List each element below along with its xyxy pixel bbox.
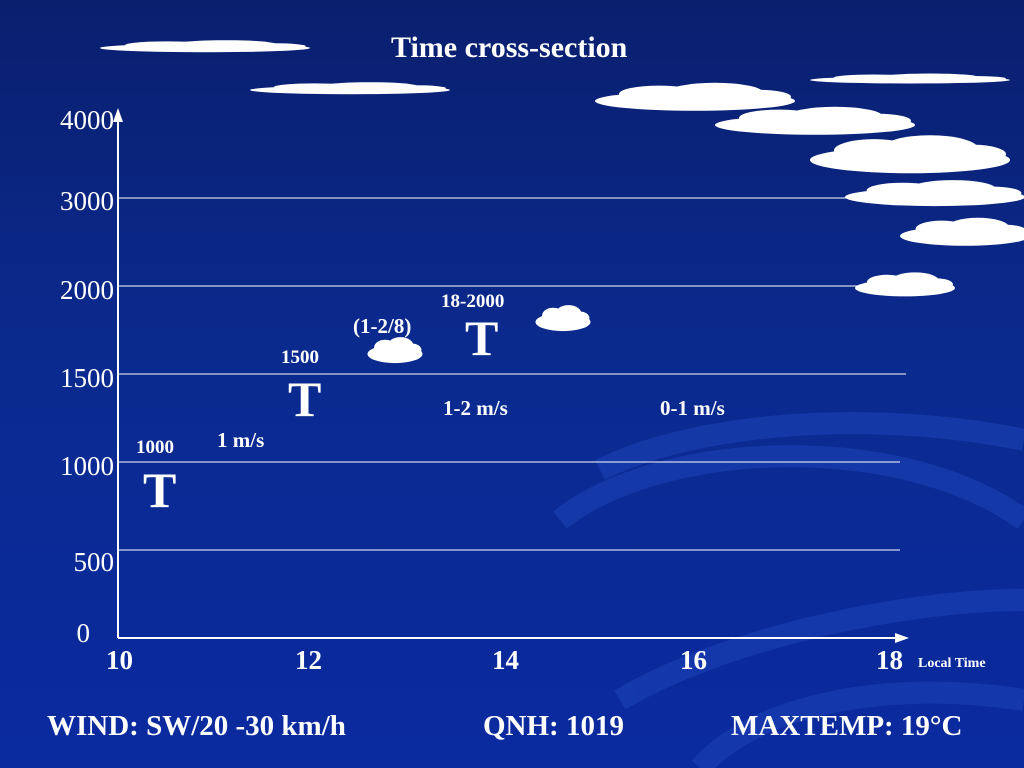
max-temp-value: MAXTEMP: 19°C bbox=[731, 710, 963, 742]
thermal-symbol: T bbox=[465, 310, 499, 366]
x-axis-label: Local Time bbox=[918, 656, 986, 671]
y-tick-label: 500 bbox=[73, 547, 115, 577]
gridlines bbox=[118, 197, 1024, 551]
thermal-label: 1000 bbox=[136, 437, 174, 458]
y-tick-label: 1500 bbox=[60, 363, 114, 393]
wind-label: 0-1 m/s bbox=[660, 396, 725, 420]
wind-summary: WIND: SW/20 -30 km/h bbox=[47, 710, 346, 742]
background-swirl bbox=[553, 412, 1024, 768]
thermal-label: 1500 bbox=[281, 347, 319, 368]
axes bbox=[113, 108, 909, 643]
x-tick-label: 10 bbox=[106, 645, 133, 675]
y-tick-label: 0 bbox=[76, 618, 91, 648]
cloud-icon bbox=[100, 40, 1024, 364]
thermal-label: 18-2000 bbox=[441, 291, 505, 312]
thermal-symbol: T bbox=[288, 371, 322, 427]
x-tick-label: 12 bbox=[295, 645, 322, 675]
wind-label: 1-2 m/s bbox=[443, 396, 508, 420]
y-tick-label: 4000 bbox=[60, 105, 114, 135]
y-tick-label: 2000 bbox=[60, 275, 114, 305]
qnh-value: QNH: 1019 bbox=[483, 710, 624, 742]
x-tick-label: 18 bbox=[876, 645, 903, 675]
cloud-cover-label: (1-2/8) bbox=[353, 314, 412, 338]
page-title: Time cross-section bbox=[391, 31, 628, 64]
y-tick-label: 3000 bbox=[60, 186, 114, 216]
x-tick-label: 14 bbox=[492, 645, 519, 675]
thermal-symbol: T bbox=[143, 462, 177, 518]
y-tick-label: 1000 bbox=[60, 451, 114, 481]
x-tick-label: 16 bbox=[680, 645, 707, 675]
wind-label: 1 m/s bbox=[217, 428, 265, 452]
